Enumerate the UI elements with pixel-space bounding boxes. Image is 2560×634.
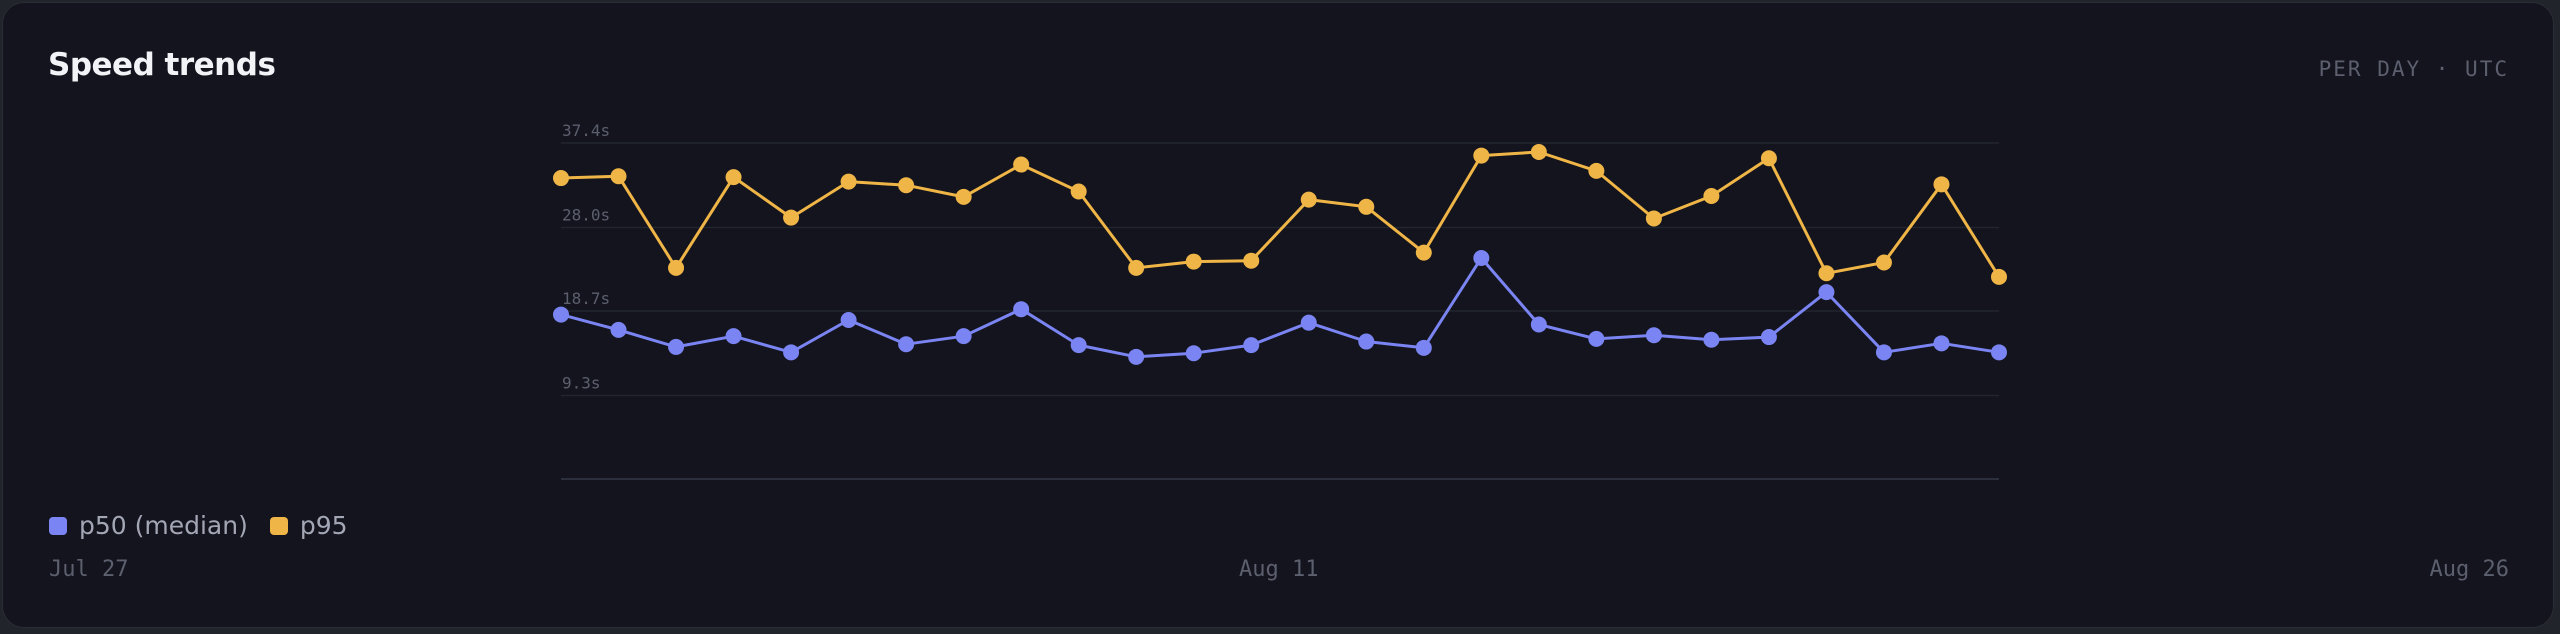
data-point-p95-13 (1300, 191, 1317, 208)
data-point-p50-2 (668, 338, 685, 355)
y-tick-label-1: 28.0s (562, 205, 610, 224)
data-point-p95-7 (955, 188, 972, 205)
legend-item-p95[interactable]: p95 (269, 511, 348, 540)
data-point-p95-11 (1185, 253, 1202, 270)
data-point-p95-24 (1933, 176, 1950, 193)
data-point-p50-10 (1128, 348, 1145, 365)
series-line-p95 (559, 150, 2001, 279)
data-point-p95-22 (1818, 265, 1835, 282)
y-tick-label-2: 18.7s (562, 289, 610, 308)
data-point-p50-12 (1243, 337, 1260, 354)
chart-title: Speed trends (48, 47, 276, 83)
data-point-p95-3 (725, 169, 742, 186)
line-chart: 37.4s 28.0s 18.7s 9.3s (553, 121, 2007, 480)
data-point-p50-15 (1415, 339, 1432, 356)
data-point-p95-10 (1128, 259, 1145, 276)
data-point-p95-6 (898, 177, 915, 194)
data-point-p50-0 (553, 306, 569, 323)
data-point-p50-25 (1991, 344, 2007, 361)
data-point-p95-5 (840, 173, 857, 190)
data-point-p95-20 (1703, 188, 1720, 205)
data-point-p95-1 (610, 168, 627, 185)
data-point-p95-19 (1645, 210, 1662, 227)
data-point-p50-16 (1473, 249, 1490, 266)
data-point-p50-18 (1588, 330, 1605, 347)
data-point-p50-6 (898, 336, 915, 353)
chart-meta-label: PER DAY · UTC (2318, 57, 2509, 81)
data-point-p50-21 (1760, 329, 1777, 346)
data-point-p50-20 (1703, 331, 1720, 348)
data-point-p50-17 (1530, 316, 1547, 333)
data-point-p50-7 (955, 328, 972, 345)
data-point-p50-13 (1300, 314, 1317, 331)
legend-swatch-p95 (269, 516, 288, 535)
data-point-p95-8 (1013, 156, 1030, 173)
data-point-p50-23 (1875, 344, 1892, 361)
legend-item-p50[interactable]: p50 (median) (49, 511, 248, 540)
legend-label-p95: p95 (299, 511, 348, 540)
data-point-p95-25 (1991, 268, 2007, 285)
data-point-p95-23 (1875, 254, 1892, 271)
data-point-p50-22 (1818, 284, 1835, 301)
data-point-p95-18 (1588, 162, 1605, 179)
data-point-p50-4 (783, 344, 800, 361)
data-point-p50-8 (1013, 301, 1030, 318)
data-point-p95-14 (1358, 198, 1375, 215)
x-tick-label-mid: Aug 11 (1239, 557, 1319, 582)
chart-legend: p50 (median) p95 (49, 511, 370, 540)
data-point-p50-3 (725, 328, 742, 345)
data-point-p50-11 (1185, 345, 1202, 362)
data-point-p95-21 (1760, 150, 1777, 167)
data-point-p95-15 (1415, 244, 1432, 261)
data-point-p50-1 (610, 321, 627, 338)
y-tick-label-3: 9.3s (562, 373, 601, 392)
data-point-p95-12 (1243, 252, 1260, 269)
data-point-p95-2 (668, 259, 685, 276)
data-point-p50-14 (1358, 333, 1375, 350)
data-point-p50-9 (1070, 337, 1087, 354)
x-tick-label-end: Aug 26 (2429, 557, 2509, 582)
data-point-p95-16 (1473, 147, 1490, 164)
y-tick-label-0: 37.4s (562, 121, 610, 140)
data-point-p95-4 (783, 209, 800, 226)
series-line-p50 (559, 256, 2001, 359)
data-point-p95-17 (1530, 143, 1547, 160)
data-point-p95-0 (553, 170, 569, 187)
data-point-p50-5 (840, 311, 857, 328)
legend-label-p50: p50 (median) (79, 511, 248, 540)
data-point-p50-19 (1645, 327, 1662, 344)
data-point-p50-24 (1933, 335, 1950, 352)
x-tick-label-start: Jul 27 (49, 557, 129, 582)
data-point-p95-9 (1070, 183, 1087, 200)
legend-swatch-p50 (49, 516, 67, 535)
